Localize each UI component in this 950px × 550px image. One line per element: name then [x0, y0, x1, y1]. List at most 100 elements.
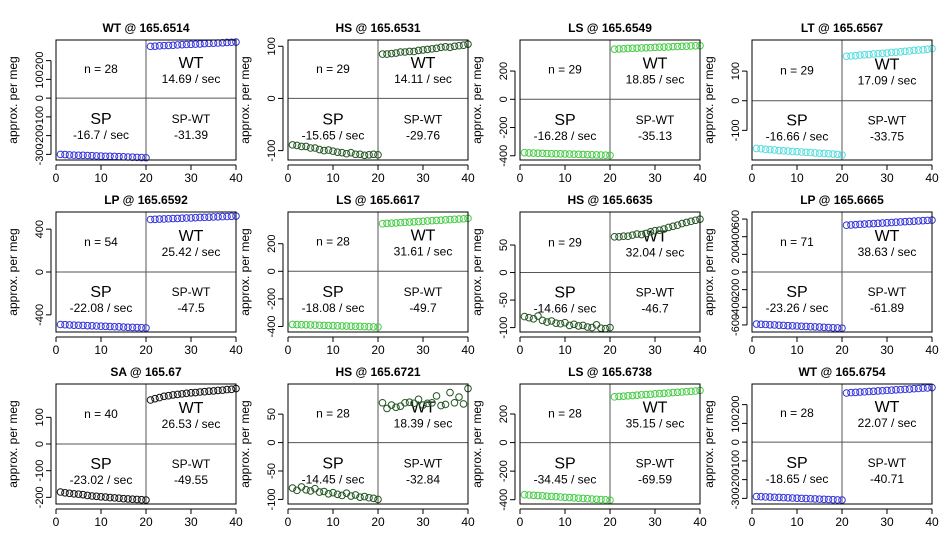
x-tick-label: 30 — [416, 171, 430, 185]
y-tick-label: -200 — [498, 460, 510, 482]
wt-point — [610, 45, 619, 53]
sp-point — [766, 320, 774, 329]
sp-point — [752, 492, 761, 501]
sp-point — [529, 491, 538, 500]
sp-point — [65, 321, 74, 329]
wt-point — [227, 38, 236, 47]
wt-point — [182, 40, 191, 49]
diff-label: SP-WT — [404, 456, 443, 470]
plot-frame — [287, 211, 469, 333]
sp-point — [106, 322, 114, 331]
sp-point — [74, 151, 83, 160]
wt-point — [651, 226, 659, 235]
sp-point — [534, 312, 542, 320]
sp-point — [97, 152, 105, 160]
sp-point — [824, 149, 833, 158]
x-tick-label: 0 — [53, 343, 60, 357]
wt-point — [146, 215, 155, 224]
y-tick-label: -100 — [730, 119, 742, 141]
wt-point — [655, 43, 664, 52]
n-label: n = 29 — [780, 63, 814, 77]
wt-point — [392, 49, 400, 57]
sp-point — [97, 322, 105, 331]
sp-label: SP — [554, 285, 575, 302]
wt-point — [410, 47, 418, 56]
y-tick-label: 0 — [34, 95, 46, 101]
wt-point — [624, 392, 632, 400]
sp-point — [565, 321, 574, 330]
sp-point — [793, 494, 801, 502]
wt-point — [633, 44, 641, 52]
sp-point — [92, 322, 101, 330]
sp-point — [92, 492, 101, 501]
diff-value: -40.71 — [870, 472, 904, 486]
sp-point — [356, 322, 364, 331]
wt-point — [387, 401, 396, 409]
sp-point — [351, 150, 360, 159]
sp-point — [820, 495, 828, 504]
sp-label: SP — [322, 284, 343, 301]
wt-point — [387, 219, 396, 227]
wt-point — [847, 388, 855, 397]
wt-point — [200, 213, 209, 222]
x-tick-label: 30 — [648, 343, 662, 357]
sp-point — [797, 322, 806, 331]
sp-point — [101, 322, 110, 331]
sp-point — [601, 496, 610, 504]
wt-point — [874, 387, 882, 395]
wt-point — [151, 215, 159, 224]
wt-rate: 35.15 / sec — [626, 416, 685, 430]
sp-point — [333, 148, 342, 156]
x-tick-label: 40 — [693, 171, 707, 185]
sp-point — [770, 493, 779, 502]
y-tick-label: 600 — [730, 210, 742, 228]
x-tick-label: 30 — [880, 343, 894, 357]
sp-point — [142, 324, 150, 332]
wt-point — [651, 43, 659, 52]
wt-point — [223, 38, 231, 47]
wt-point — [383, 50, 391, 58]
x-tick-label: 0 — [517, 515, 524, 529]
x-tick-label: 40 — [693, 515, 707, 529]
x-tick-label: 20 — [603, 343, 617, 357]
panel-title: HS @ 165.6635 — [567, 193, 652, 207]
y-tick-label: 100 — [34, 70, 46, 88]
sp-point — [315, 145, 324, 154]
x-tick-label: 20 — [139, 171, 153, 185]
wt-point — [419, 217, 427, 226]
sp-label: SP — [90, 284, 111, 301]
x-tick-label: 10 — [558, 171, 572, 185]
sp-point — [70, 151, 78, 159]
x-tick-label: 30 — [880, 171, 894, 185]
x-tick-label: 30 — [416, 515, 430, 529]
sp-point — [606, 496, 614, 504]
wt-point — [414, 46, 423, 55]
sp-point — [820, 149, 828, 158]
wt-point — [664, 223, 673, 232]
wt-point — [414, 217, 423, 226]
wt-point — [646, 228, 655, 236]
wt-point — [214, 386, 222, 395]
sp-point — [779, 493, 788, 502]
sp-point — [110, 322, 119, 331]
wt-point — [669, 42, 677, 51]
x-tick-label: 40 — [461, 171, 475, 185]
wt-point — [405, 218, 414, 226]
y-tick-label: 0 — [34, 269, 46, 275]
wt-label: WT — [643, 399, 668, 416]
sp-point — [815, 149, 824, 157]
wt-point — [619, 232, 628, 241]
wt-point — [664, 389, 673, 397]
sp-point — [534, 491, 542, 500]
sp-point — [56, 150, 65, 159]
sp-point — [97, 493, 105, 501]
plot-frame — [55, 383, 237, 505]
sp-point — [288, 320, 297, 329]
x-tick-label: 20 — [603, 171, 617, 185]
sp-point — [579, 150, 587, 159]
wt-point — [223, 385, 231, 394]
wt-point — [187, 40, 195, 49]
